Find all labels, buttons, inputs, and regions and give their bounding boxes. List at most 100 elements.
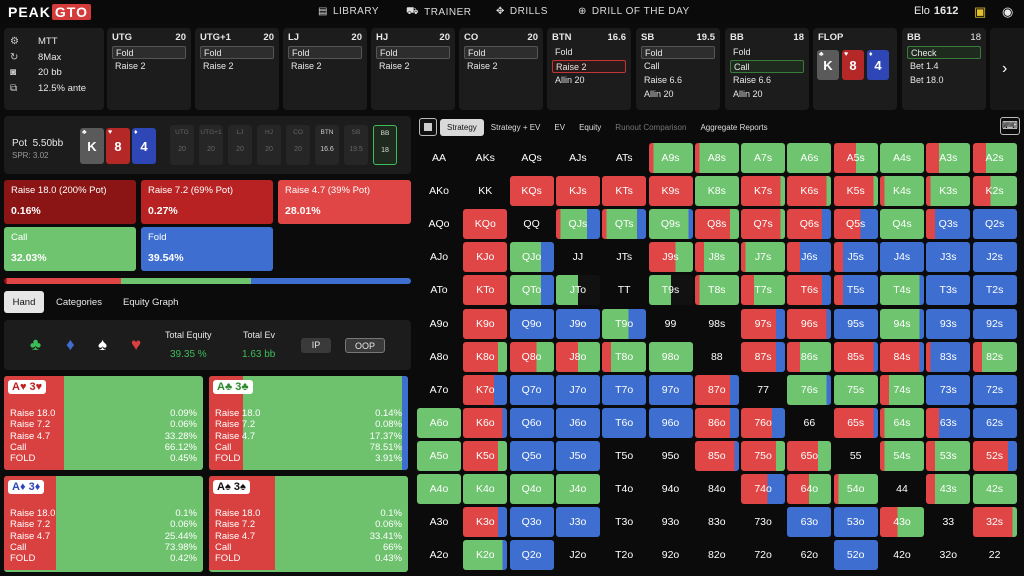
hand-cell-73s[interactable]: 73s [926, 374, 971, 405]
seat-action[interactable]: Raise 2 [203, 61, 234, 71]
hand-cell-q5s[interactable]: Q5s [833, 209, 878, 240]
hand-cell-77[interactable]: 77 [741, 375, 785, 405]
flop-board[interactable]: FLOP ♣ K ♥ 8 ♦ 4 [813, 28, 897, 110]
hand-cell-j3o[interactable]: J3o [555, 507, 600, 538]
hand-cell-64o[interactable]: 64o [787, 474, 832, 504]
hand-cell-q8s[interactable]: Q8s [694, 209, 739, 240]
hand-cell-k8s[interactable]: K8s [694, 176, 739, 207]
hand-cell-q3s[interactable]: Q3s [926, 209, 971, 240]
hand-cell-32o[interactable]: 32o [926, 540, 970, 570]
tab-equity-graph[interactable]: Equity Graph [123, 296, 179, 308]
hand-cell-k2o[interactable]: K2o [463, 540, 508, 571]
tab-categories[interactable]: Categories [56, 296, 102, 308]
hand-cell-ajs[interactable]: AJs [556, 143, 600, 173]
oop-button[interactable]: OOP [345, 338, 385, 353]
spades-icon[interactable]: ♠ [98, 335, 108, 354]
hand-cell-32s[interactable]: 32s [972, 507, 1017, 538]
hand-cell-98s[interactable]: 98s [695, 309, 739, 339]
hand-cell-k8o[interactable]: K8o [463, 341, 508, 372]
hand-cell-75o[interactable]: 75o [741, 440, 786, 471]
hand-cell-k7s[interactable]: K7s [741, 176, 786, 207]
seat-action[interactable]: Fold [376, 46, 450, 59]
copy-icon[interactable]: ⧉ [10, 82, 18, 94]
hand-cell-q7o[interactable]: Q7o [509, 374, 554, 405]
seat-utg[interactable]: UTG 20 Fold Raise 2 [107, 28, 191, 110]
action-raise-18[interactable]: Raise 18.0 (200% Pot) 0.16% [4, 180, 136, 224]
hand-cell-44[interactable]: 44 [880, 474, 924, 504]
hand-cell-85o[interactable]: 85o [694, 440, 739, 471]
hand-cell-j5o[interactable]: J5o [555, 440, 600, 471]
hand-cell-aks[interactable]: AKs [463, 143, 507, 173]
hand-combo-card[interactable]: A♠ 3♠ Raise 18.0 0.1% Raise 7.2 0.06% Raise 4… [209, 476, 408, 572]
hand-cell-93s[interactable]: 93s [926, 308, 971, 339]
ip-button[interactable]: IP [301, 338, 331, 353]
seat-action[interactable]: Call [730, 60, 804, 73]
hand-cell-54s[interactable]: 54s [880, 440, 924, 471]
hand-cell-j9o[interactable]: J9o [555, 308, 600, 339]
seat-action[interactable]: Raise 2 [552, 60, 626, 73]
hand-combo-card[interactable]: A♦ 3♦ Raise 18.0 0.1% Raise 7.2 0.06% Raise 4… [4, 476, 203, 572]
user-avatar-icon[interactable]: ◉ [1002, 4, 1014, 19]
hand-cell-j6s[interactable]: J6s [787, 242, 832, 273]
layout-toggle-icon[interactable] [419, 118, 437, 136]
tab-aggregate-reports[interactable]: Aggregate Reports [700, 122, 768, 132]
hand-cell-a9s[interactable]: A9s [648, 143, 693, 173]
hand-cell-tt[interactable]: TT [602, 275, 646, 305]
hand-cell-j7s[interactable]: J7s [741, 242, 786, 273]
seat-bb[interactable]: BB 18 Fold Call Raise 6.6 Allin 20 [725, 28, 809, 110]
hand-cell-k6s[interactable]: K6s [787, 176, 832, 207]
hand-cell-53o[interactable]: 53o [833, 507, 878, 538]
diamonds-icon[interactable]: ♦ [66, 335, 75, 354]
hand-cell-j3s[interactable]: J3s [926, 242, 971, 273]
seat-action[interactable]: Call [644, 61, 660, 71]
hand-cell-q6s[interactable]: Q6s [787, 209, 832, 240]
tab-hand[interactable]: Hand [4, 291, 44, 313]
hand-cell-j2s[interactable]: J2s [972, 242, 1017, 273]
hand-cell-k5o[interactable]: K5o [463, 440, 508, 471]
hand-cell-85s[interactable]: 85s [833, 341, 878, 372]
hand-cell-62s[interactable]: 62s [972, 407, 1017, 438]
hand-cell-74o[interactable]: 74o [741, 474, 786, 504]
hand-cell-95s[interactable]: 95s [833, 308, 878, 339]
hand-cell-q4s[interactable]: Q4s [880, 209, 924, 240]
hand-cell-jj[interactable]: JJ [556, 242, 600, 272]
seat-sb[interactable]: SB 19.5 Fold Call Raise 6.6 Allin 20 [636, 28, 720, 110]
hand-cell-99[interactable]: 99 [649, 309, 693, 339]
hand-cell-66[interactable]: 66 [787, 408, 831, 438]
hand-cell-84s[interactable]: 84s [880, 341, 924, 372]
hand-cell-q2s[interactable]: Q2s [972, 209, 1017, 240]
hand-cell-k3s[interactable]: K3s [926, 176, 971, 207]
mini-seat-sb[interactable]: SB 19.5 [344, 125, 368, 165]
hand-cell-93o[interactable]: 93o [649, 507, 693, 537]
hand-cell-k4o[interactable]: K4o [463, 474, 508, 504]
hand-cell-k7o[interactable]: K7o [463, 374, 508, 405]
hand-cell-75s[interactable]: 75s [833, 374, 878, 405]
hand-cell-65o[interactable]: 65o [787, 440, 832, 471]
hand-cell-t8s[interactable]: T8s [694, 275, 739, 306]
hand-cell-82s[interactable]: 82s [972, 341, 1017, 372]
hand-cell-kk[interactable]: KK [463, 176, 507, 206]
mini-seat-co[interactable]: CO 20 [286, 125, 310, 165]
seat-btn[interactable]: BTN 16.6 Fold Raise 2 Allin 20 [547, 28, 631, 110]
mini-seat-btn[interactable]: BTN 16.6 [315, 125, 339, 165]
hand-cell-k9s[interactable]: K9s [648, 176, 693, 207]
seat-action[interactable]: Raise 6.6 [644, 75, 683, 85]
hand-cell-j4s[interactable]: J4s [880, 242, 924, 273]
seat-hj[interactable]: HJ 20 Fold Raise 2 [371, 28, 455, 110]
hand-cell-94o[interactable]: 94o [649, 474, 693, 504]
gear-icon[interactable]: ⚙ [10, 36, 19, 48]
hand-cell-22[interactable]: 22 [973, 540, 1017, 570]
seat-action[interactable]: Allin 20 [644, 89, 674, 99]
hand-cell-94s[interactable]: 94s [880, 308, 924, 339]
hand-cell-64s[interactable]: 64s [880, 407, 924, 438]
hand-cell-87s[interactable]: 87s [741, 341, 786, 372]
seat-bb-flop[interactable]: BB 18 Check Bet 1.4 Bet 18.0 [902, 28, 986, 110]
hand-cell-q9s[interactable]: Q9s [648, 209, 693, 240]
hand-cell-76o[interactable]: 76o [741, 407, 786, 438]
hand-cell-t6o[interactable]: T6o [602, 407, 647, 438]
hand-cell-t3o[interactable]: T3o [602, 507, 646, 537]
hand-cell-92o[interactable]: 92o [649, 540, 693, 570]
hand-cell-aa[interactable]: AA [417, 143, 461, 173]
hand-cell-72o[interactable]: 72o [741, 540, 785, 570]
hand-cell-k2s[interactable]: K2s [972, 176, 1017, 207]
